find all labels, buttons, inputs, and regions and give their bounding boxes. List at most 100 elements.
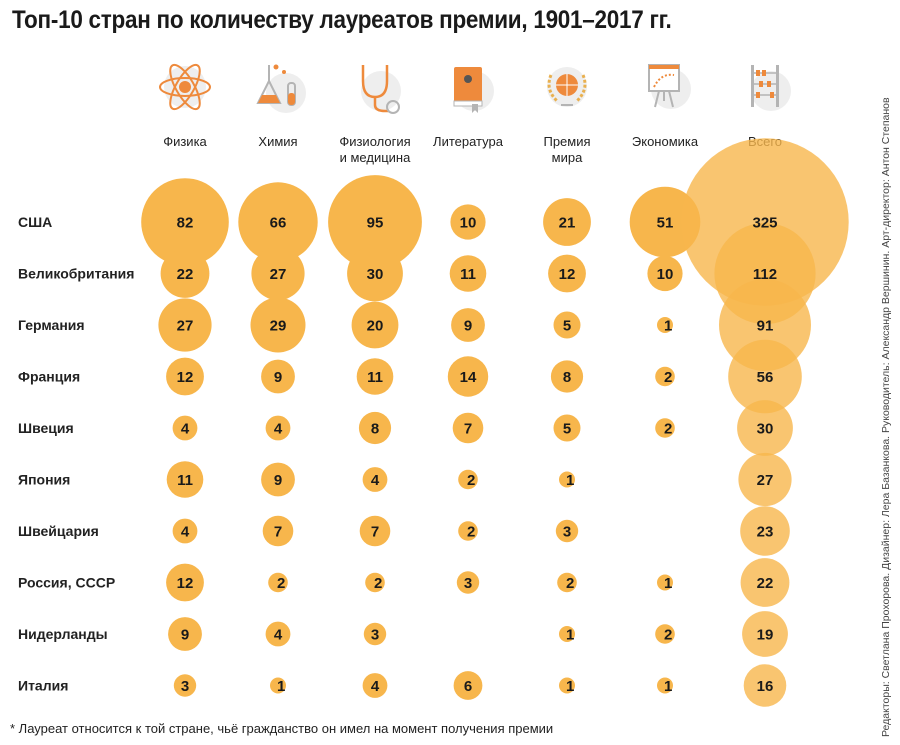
bubble-physics [141, 178, 229, 266]
value-label: 27 [757, 472, 774, 489]
category-label-physics: Физика [163, 134, 207, 149]
value-label: 4 [371, 678, 380, 695]
bubble-economics [647, 255, 683, 292]
bubble-chemistry [268, 572, 288, 593]
country-label: Россия, СССР [18, 575, 115, 591]
country-label: Швейцария [18, 523, 99, 539]
value-label: 4 [274, 627, 283, 644]
bubble-total [743, 664, 787, 707]
category-label-medicine: Физиология [339, 134, 410, 149]
value-label: 10 [460, 215, 477, 232]
value-label: 16 [757, 678, 774, 695]
bubble-medicine [363, 622, 387, 646]
bubble-medicine [351, 301, 399, 349]
bubble-medicine [358, 411, 392, 445]
category-label-peace: Премия [543, 134, 590, 149]
bubble-chemistry [265, 415, 291, 441]
bubble-total [742, 611, 788, 657]
value-label: 325 [752, 215, 777, 232]
value-label: 2 [277, 575, 285, 592]
value-label: 11 [177, 472, 193, 489]
value-label: 4 [181, 421, 190, 438]
value-label: 1 [566, 678, 574, 695]
value-label: 2 [467, 472, 475, 489]
value-label: 4 [371, 472, 380, 489]
bubble-chemistry [265, 621, 291, 647]
category-label-chemistry: Химия [258, 134, 297, 149]
bubble-peace [559, 626, 575, 642]
category-label-medicine: и медицина [340, 150, 411, 165]
bubble-literature [451, 308, 485, 342]
country-label: Германия [18, 317, 85, 333]
bubble-peace [553, 414, 581, 442]
bubble-literature [447, 356, 489, 397]
bubble-economics [655, 624, 675, 644]
value-label: 56 [757, 369, 774, 386]
chart-board-icon [648, 64, 692, 110]
bubble-chemistry [250, 297, 306, 353]
country-label: Великобритания [18, 266, 134, 282]
value-label: 9 [274, 369, 282, 386]
bubble-medicine [328, 175, 422, 269]
bubble-total [740, 558, 790, 607]
bubble-literature [456, 571, 480, 594]
bubble-peace [550, 360, 584, 393]
bubble-total [681, 138, 849, 306]
bubble-medicine [347, 245, 403, 302]
bubble-chemistry [261, 359, 295, 394]
value-label: 8 [563, 369, 571, 386]
bubble-peace [553, 311, 581, 339]
value-label: 5 [563, 318, 571, 335]
category-label-literature: Литература [433, 134, 504, 149]
chart-title: Топ-10 стран по количеству лауреатов пре… [12, 6, 672, 34]
bubble-medicine [356, 358, 394, 395]
value-label: 1 [566, 472, 574, 489]
globe-laurel-icon [545, 65, 589, 109]
value-label: 30 [367, 266, 384, 283]
value-label: 2 [664, 627, 672, 644]
bubble-physics [172, 415, 198, 441]
bubble-peace [557, 572, 577, 593]
value-label: 3 [464, 575, 472, 592]
value-label: 66 [270, 215, 287, 232]
value-label: 27 [177, 318, 194, 335]
value-label: 3 [371, 627, 379, 644]
country-label: Япония [18, 472, 70, 488]
category-label-peace: мира [552, 150, 583, 165]
value-label: 10 [657, 266, 674, 283]
value-label: 12 [177, 575, 194, 592]
abacus-icon [750, 64, 792, 112]
bubble-physics [172, 518, 198, 544]
value-label: 91 [757, 318, 774, 335]
value-label: 2 [664, 421, 672, 438]
bubble-economics [629, 186, 701, 258]
book-icon [453, 66, 495, 114]
value-label: 1 [664, 575, 672, 592]
bubble-medicine [365, 572, 385, 593]
bubble-physics [173, 674, 197, 697]
value-label: 4 [274, 421, 283, 438]
value-label: 23 [757, 524, 774, 541]
bubble-peace [548, 254, 586, 293]
footnote: * Лауреат относится к той стране, чьё гр… [10, 721, 554, 736]
value-label: 3 [181, 678, 189, 695]
value-label: 30 [757, 421, 774, 438]
atom-icon [159, 59, 211, 115]
bubble-physics [166, 461, 204, 498]
country-label: Швеция [18, 420, 74, 436]
value-label: 9 [274, 472, 282, 489]
value-label: 7 [371, 524, 379, 541]
value-label: 1 [664, 678, 672, 695]
bubble-literature [450, 204, 486, 240]
bubble-peace [555, 519, 579, 543]
country-label: Италия [18, 678, 68, 694]
bubble-total [737, 400, 793, 456]
value-label: 22 [757, 575, 774, 592]
stethoscope-icon [359, 63, 403, 115]
value-label: 2 [467, 524, 475, 541]
bubble-chemistry [261, 462, 295, 497]
bubble-chemistry [270, 677, 286, 694]
bubble-peace [543, 198, 591, 246]
value-label: 27 [270, 266, 287, 283]
